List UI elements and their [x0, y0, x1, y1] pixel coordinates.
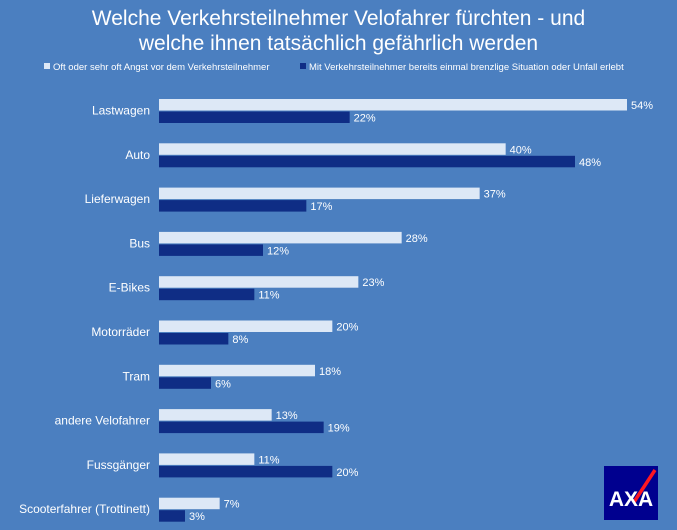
bar-series2 [159, 288, 255, 301]
category-label: Lieferwagen [85, 192, 150, 206]
bar-series2 [159, 200, 307, 212]
data-label-series1: 37% [484, 189, 506, 201]
bar-series1 [159, 231, 402, 244]
chart-title-line1: Welche Verkehrsteilnehmer Velofahrer für… [91, 7, 586, 30]
category-label: Auto [125, 148, 150, 162]
data-label-series2: 6% [215, 378, 231, 390]
bar-series1 [159, 453, 255, 465]
data-label-series1: 20% [336, 322, 358, 334]
bar-series2 [159, 244, 263, 256]
category-label: Lastwagen [92, 104, 150, 118]
legend-swatch-series2 [300, 63, 306, 69]
bar-series2 [159, 333, 229, 345]
category-label: E-Bikes [109, 281, 150, 295]
data-label-series2: 11% [258, 290, 279, 302]
axa-logo-mark: AXA [609, 469, 657, 511]
bar-series2 [159, 155, 575, 168]
legend-swatch-series1 [44, 63, 50, 69]
bar-series1 [159, 320, 333, 332]
bar-series1 [159, 276, 359, 288]
category-label: Fussgänger [87, 458, 150, 472]
data-label-series2: 12% [267, 245, 289, 257]
bar-series2 [159, 111, 350, 123]
legend-item-series1: Oft oder sehr oft Angst vor dem Verkehrs… [44, 62, 270, 73]
data-label-series2: 22% [354, 113, 376, 125]
bar-series1 [159, 99, 627, 111]
category-label: Tram [122, 369, 150, 383]
category-label: Bus [129, 236, 150, 250]
data-label-series2: 17% [310, 201, 332, 213]
bar-series1 [159, 409, 272, 421]
legend-item-series2: Mit Verkehrsteilnehmer bereits einmal br… [300, 62, 624, 73]
bar-series1 [159, 143, 506, 155]
data-label-series2: 8% [232, 334, 248, 346]
data-label-series2: 3% [189, 511, 205, 523]
data-label-series1: 28% [406, 233, 428, 245]
data-label-series1: 18% [319, 366, 341, 378]
bar-series1 [159, 497, 220, 510]
axa-logo-slash [632, 469, 657, 503]
data-label-series2: 20% [336, 467, 358, 479]
data-label-series1: 23% [362, 277, 384, 289]
bar-series2 [159, 377, 211, 389]
legend-label-series1: Oft oder sehr oft Angst vor dem Verkehrs… [53, 62, 270, 73]
data-label-series1: 54% [631, 100, 653, 112]
chart-title-line2: welche ihnen tatsächlich gefährlich werd… [138, 32, 539, 55]
axa-logo: AXA [604, 466, 658, 520]
category-label: Motorräder [91, 325, 150, 339]
data-label-series2: 48% [579, 157, 601, 169]
legend-label-series2: Mit Verkehrsteilnehmer bereits einmal br… [309, 62, 624, 73]
bar-series2 [159, 421, 324, 434]
category-label: Scooterfahrer (Trottinett) [19, 502, 150, 516]
bar-series2 [159, 510, 185, 522]
data-label-series1: 7% [224, 499, 240, 511]
axa-logo-text: AXA [609, 488, 653, 511]
category-label: andere Velofahrer [55, 414, 150, 428]
data-label-series1: 11% [258, 454, 279, 466]
bar-series2 [159, 465, 333, 478]
data-label-series2: 19% [328, 423, 350, 435]
data-label-series1: 13% [276, 410, 298, 422]
bar-series1 [159, 364, 315, 377]
data-label-series1: 40% [510, 144, 532, 156]
bar-series1 [159, 187, 480, 200]
